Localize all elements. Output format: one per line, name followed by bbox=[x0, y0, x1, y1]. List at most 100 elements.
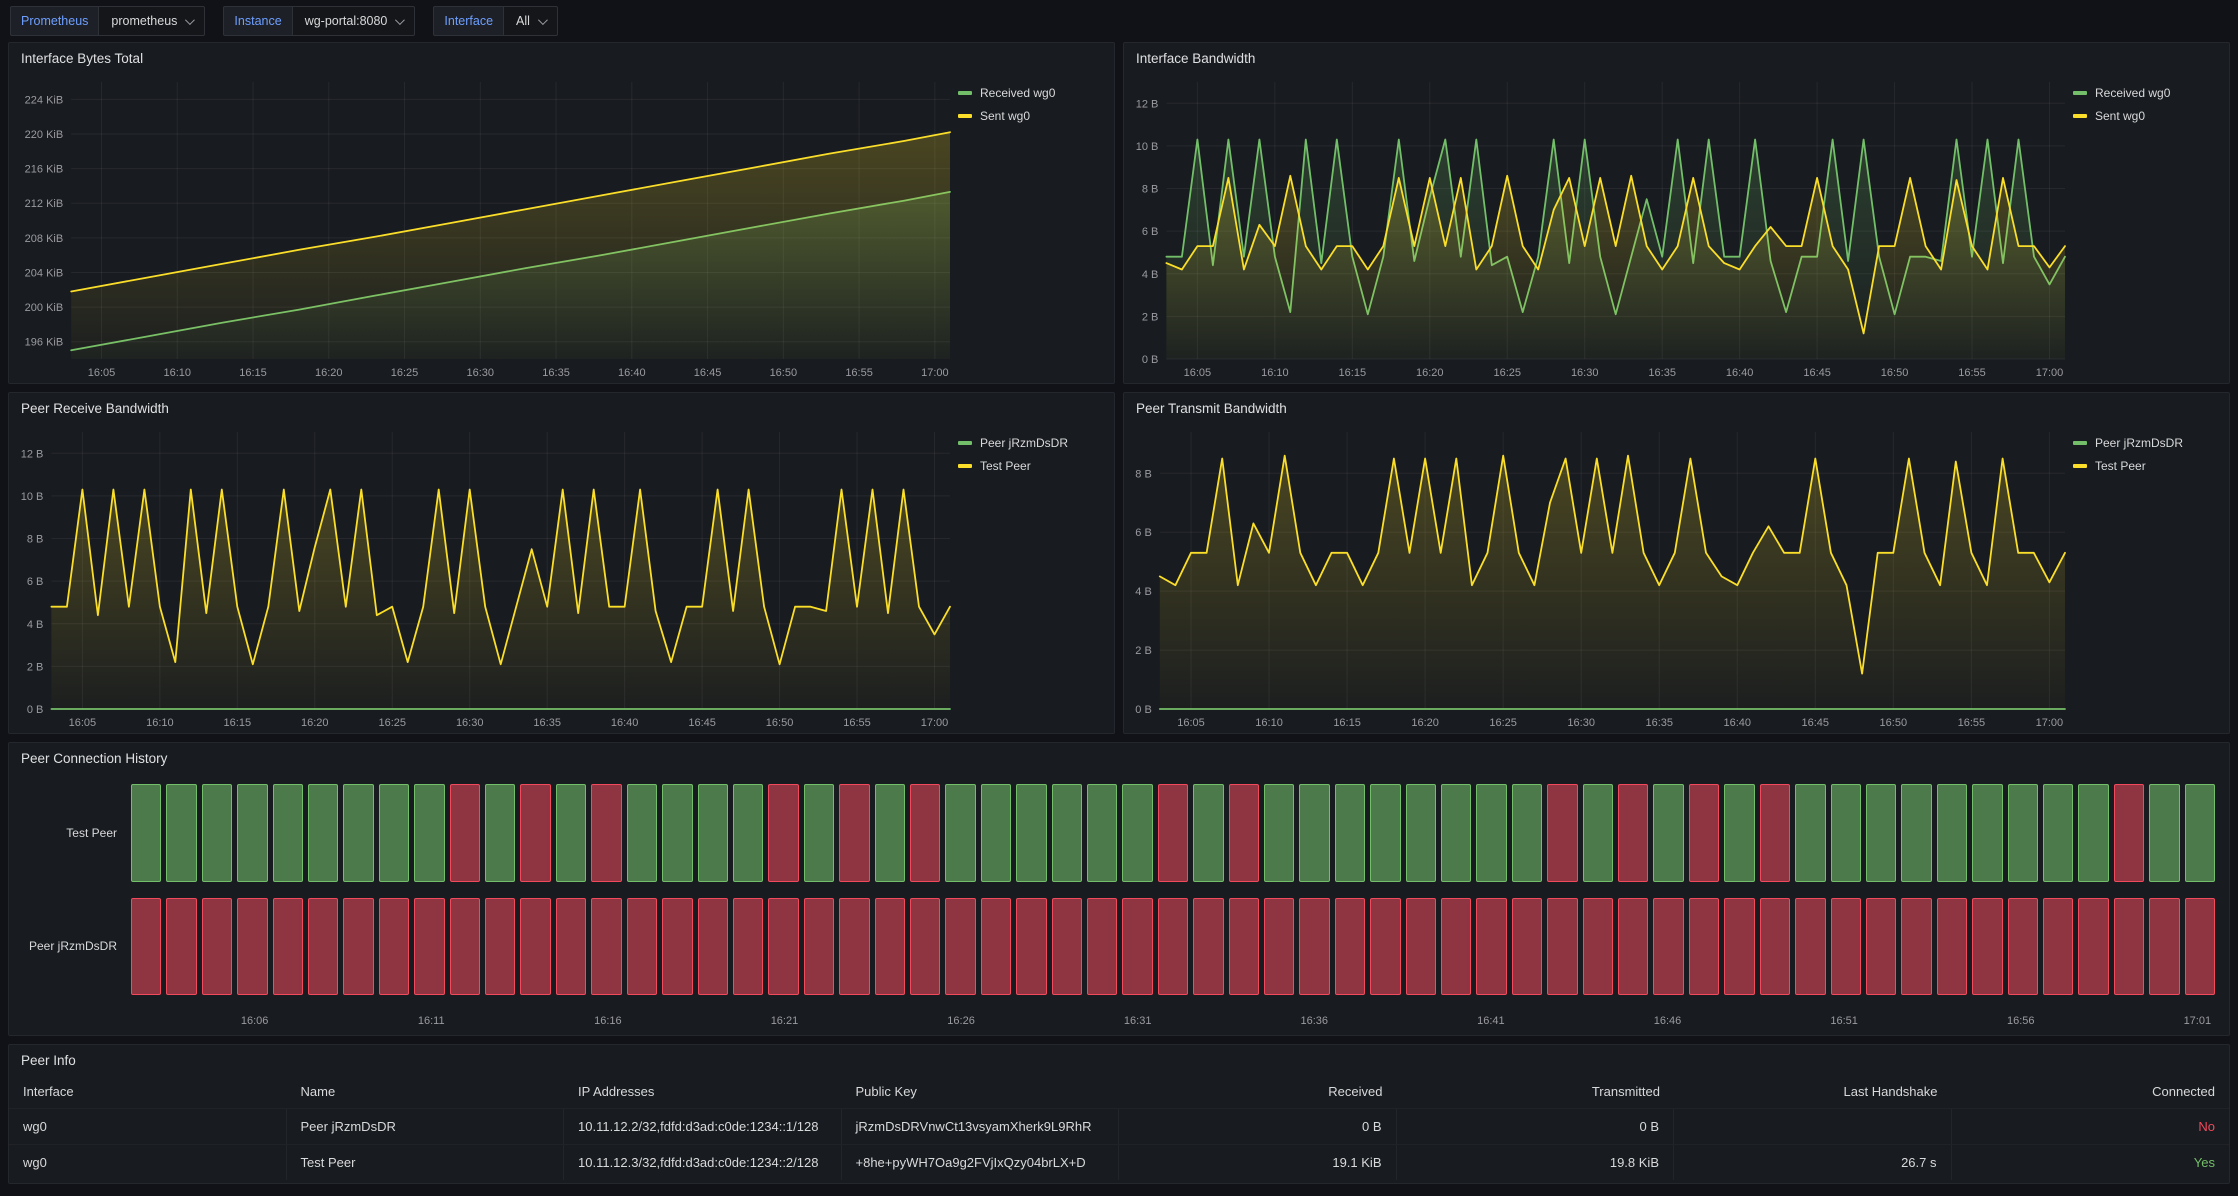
table-header-cell[interactable]: Public Key bbox=[855, 1083, 917, 1099]
status-bar-disconnected bbox=[874, 897, 905, 995]
x-axis-tick-label: 17:00 bbox=[921, 367, 949, 379]
legend-item[interactable]: Sent wg0 bbox=[2073, 109, 2219, 123]
legend-label: Sent wg0 bbox=[980, 109, 1031, 123]
legend-item[interactable]: Test Peer bbox=[958, 459, 1104, 473]
time-series-chart[interactable]: 16:05 16:10 16:15 16:20 16:25 16:30 16:35 16:40… bbox=[9, 70, 956, 383]
status-bar-disconnected bbox=[414, 897, 445, 995]
datasource-dropdown[interactable]: prometheus bbox=[98, 6, 206, 36]
status-bar-connected bbox=[874, 784, 905, 882]
legend-label: Test Peer bbox=[980, 459, 1031, 473]
x-axis-tick-label: 16:16 bbox=[594, 1015, 622, 1027]
y-axis-tick-label: 12 B bbox=[21, 448, 44, 460]
legend-item[interactable]: Received wg0 bbox=[958, 86, 1104, 100]
table-header-cell[interactable]: Connected bbox=[2152, 1083, 2215, 1099]
status-bar-disconnected bbox=[980, 897, 1012, 995]
chevron-down-icon bbox=[185, 14, 196, 25]
y-axis-tick-label: 10 B bbox=[21, 491, 44, 503]
status-bar-connected bbox=[1936, 784, 1968, 882]
variable-datasource: Prometheus prometheus bbox=[10, 6, 206, 36]
interface-label: Interface bbox=[433, 6, 504, 36]
y-axis-tick-label: 224 KiB bbox=[25, 94, 64, 106]
x-axis-tick-label: 16:15 bbox=[1333, 717, 1361, 729]
table-header-cell[interactable]: IP Addresses bbox=[578, 1083, 655, 1099]
legend-item[interactable]: Sent wg0 bbox=[958, 109, 1104, 123]
legend-label: Peer jRzmDsDR bbox=[2095, 436, 2184, 450]
table-header-cell[interactable]: Last Handshake bbox=[1843, 1083, 1938, 1099]
dashboard-grid: Interface Bytes Total 16:05 16:10 16:15 16:… bbox=[0, 38, 2238, 1192]
panel-title[interactable]: Peer Transmit Bandwidth bbox=[1136, 401, 1287, 416]
panel-title[interactable]: Peer Receive Bandwidth bbox=[21, 401, 169, 416]
status-bar-disconnected bbox=[2149, 897, 2180, 995]
table-header-cell[interactable]: Received bbox=[1328, 1083, 1383, 1099]
status-bar-connected bbox=[1299, 784, 1330, 882]
legend-item[interactable]: Test Peer bbox=[2073, 459, 2219, 473]
status-bar-connected bbox=[732, 784, 764, 882]
x-axis-tick-label: 16:25 bbox=[391, 367, 419, 379]
status-bar-connected bbox=[1016, 784, 1047, 882]
x-axis-tick-label: 16:35 bbox=[1648, 367, 1676, 379]
status-bar-disconnected bbox=[1547, 897, 1578, 995]
status-bar-connected bbox=[1795, 784, 1826, 882]
time-series-chart[interactable]: 16:05 16:10 16:15 16:20 16:25 16:30 16:35 16:40… bbox=[1124, 420, 2071, 733]
y-axis-tick-label: 2 B bbox=[1135, 645, 1152, 657]
status-bar-disconnected bbox=[662, 897, 693, 995]
status-bar-disconnected bbox=[131, 897, 162, 995]
status-bar-connected bbox=[343, 784, 374, 882]
legend-item[interactable]: Peer jRzmDsDR bbox=[2073, 436, 2219, 450]
status-bar-disconnected bbox=[1795, 897, 1826, 995]
chevron-down-icon bbox=[395, 14, 406, 25]
status-bar-connected bbox=[1724, 784, 1755, 882]
table-header-cell[interactable]: Interface bbox=[23, 1083, 74, 1099]
legend-item[interactable]: Received wg0 bbox=[2073, 86, 2219, 100]
status-bar-disconnected bbox=[237, 897, 268, 995]
time-series-chart[interactable]: 16:05 16:10 16:15 16:20 16:25 16:30 16:35 16:40… bbox=[9, 420, 956, 733]
status-bar-connected bbox=[1830, 784, 1861, 882]
panel-title[interactable]: Peer Info bbox=[21, 1053, 76, 1068]
panel-title[interactable]: Interface Bandwidth bbox=[1136, 51, 1256, 66]
status-bar-disconnected bbox=[591, 897, 622, 995]
table-header-cell[interactable]: Name bbox=[300, 1083, 336, 1099]
status-bar-disconnected bbox=[1618, 784, 1649, 882]
interface-dropdown[interactable]: All bbox=[503, 6, 558, 36]
legend-swatch-icon bbox=[958, 114, 972, 118]
panel-title[interactable]: Interface Bytes Total bbox=[21, 51, 144, 66]
variable-interface: Interface All bbox=[433, 6, 558, 36]
status-bar-disconnected bbox=[378, 897, 410, 995]
status-bar-disconnected bbox=[485, 897, 516, 995]
status-bar-disconnected bbox=[1086, 897, 1118, 995]
table-header-cell[interactable]: Transmitted bbox=[1591, 1083, 1660, 1099]
x-axis-tick-label: 16:45 bbox=[1802, 717, 1830, 729]
status-bar-connected bbox=[237, 784, 268, 882]
status-bar-connected bbox=[1901, 784, 1932, 882]
y-axis-tick-label: 216 KiB bbox=[25, 164, 64, 176]
chart-legend: Peer jRzmDsDR Test Peer bbox=[2071, 420, 2229, 733]
x-axis-tick-label: 16:25 bbox=[1489, 717, 1517, 729]
table-cell: 10.11.12.2/32,fdfd:d3ad:c0de:1234::1/128 bbox=[564, 1109, 842, 1144]
instance-dropdown[interactable]: wg-portal:8080 bbox=[291, 6, 416, 36]
status-bar-disconnected bbox=[1618, 897, 1649, 995]
table-cell: +8he+pyWH7Oa9g2FVjIxQzy04brLX+D bbox=[842, 1145, 1119, 1180]
connected-status-cell: No bbox=[2198, 1119, 2215, 1134]
status-bar-connected bbox=[2042, 784, 2074, 882]
x-axis-tick-label: 16:56 bbox=[2006, 1015, 2035, 1027]
x-axis-tick-label: 16:25 bbox=[1493, 367, 1521, 379]
status-bar-connected bbox=[1511, 784, 1543, 882]
status-bar-disconnected bbox=[909, 784, 941, 882]
x-axis-tick-label: 16:10 bbox=[1255, 717, 1283, 729]
status-bar-disconnected bbox=[1299, 897, 1330, 995]
table-cell: wg0 bbox=[9, 1109, 287, 1144]
status-bar-disconnected bbox=[839, 897, 870, 995]
status-bar-disconnected bbox=[343, 897, 374, 995]
time-series-chart[interactable]: 16:05 16:10 16:15 16:20 16:25 16:30 16:35 16:40… bbox=[1124, 70, 2071, 383]
legend-swatch-icon bbox=[958, 91, 972, 95]
legend-item[interactable]: Peer jRzmDsDR bbox=[958, 436, 1104, 450]
status-bar-connected bbox=[1086, 784, 1118, 882]
x-axis-tick-label: 16:36 bbox=[1300, 1015, 1329, 1027]
y-axis-tick-label: 8 B bbox=[1135, 468, 1152, 480]
status-bar-connected bbox=[1865, 784, 1897, 882]
status-bar-disconnected bbox=[626, 897, 658, 995]
x-axis-tick-label: 16:20 bbox=[1416, 367, 1444, 379]
status-bar-disconnected bbox=[1901, 897, 1932, 995]
status-bar-disconnected bbox=[308, 897, 339, 995]
panel-title[interactable]: Peer Connection History bbox=[21, 751, 168, 766]
